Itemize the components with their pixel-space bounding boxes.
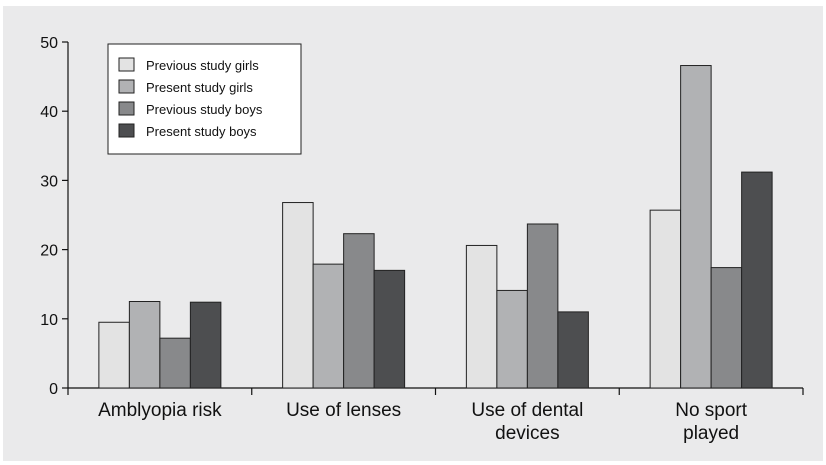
bar [649,209,682,389]
bar [98,321,130,389]
bar [496,289,528,389]
bar [680,65,712,389]
legend-label: Previous study boys [146,102,263,117]
legend-label: Previous study girls [146,58,259,73]
legend-swatch [118,79,135,94]
x-tick-label: Use of lenses [286,400,401,421]
y-tick-label: 40 [40,104,58,121]
bar [282,202,314,389]
bar [465,244,498,389]
bar [343,233,375,389]
bar [526,223,559,389]
y-tick-label: 20 [40,243,58,260]
x-tick-label: Use of dental [471,400,583,421]
x-tick-label: No sport [675,400,748,421]
legend-box [107,43,302,155]
bar [373,269,406,389]
legend-swatch [118,101,135,116]
x-tick-label: devices [495,423,559,444]
bar [741,171,773,389]
bar [128,301,161,389]
legend-label: Present study girls [146,80,253,95]
bar [312,263,345,389]
y-tick-label: 50 [40,35,58,52]
bar [159,337,191,389]
legend-swatch [118,123,135,138]
x-tick-label: Amblyopia risk [98,400,222,421]
bar [189,301,222,389]
legend-label: Present study boys [146,124,257,139]
bar [710,267,743,389]
legend-swatch [118,57,135,72]
y-tick-label: 30 [40,173,58,190]
x-tick-label: played [683,423,739,444]
y-tick-label: 0 [49,381,58,398]
y-tick-label: 10 [40,312,58,329]
bar [557,311,589,389]
